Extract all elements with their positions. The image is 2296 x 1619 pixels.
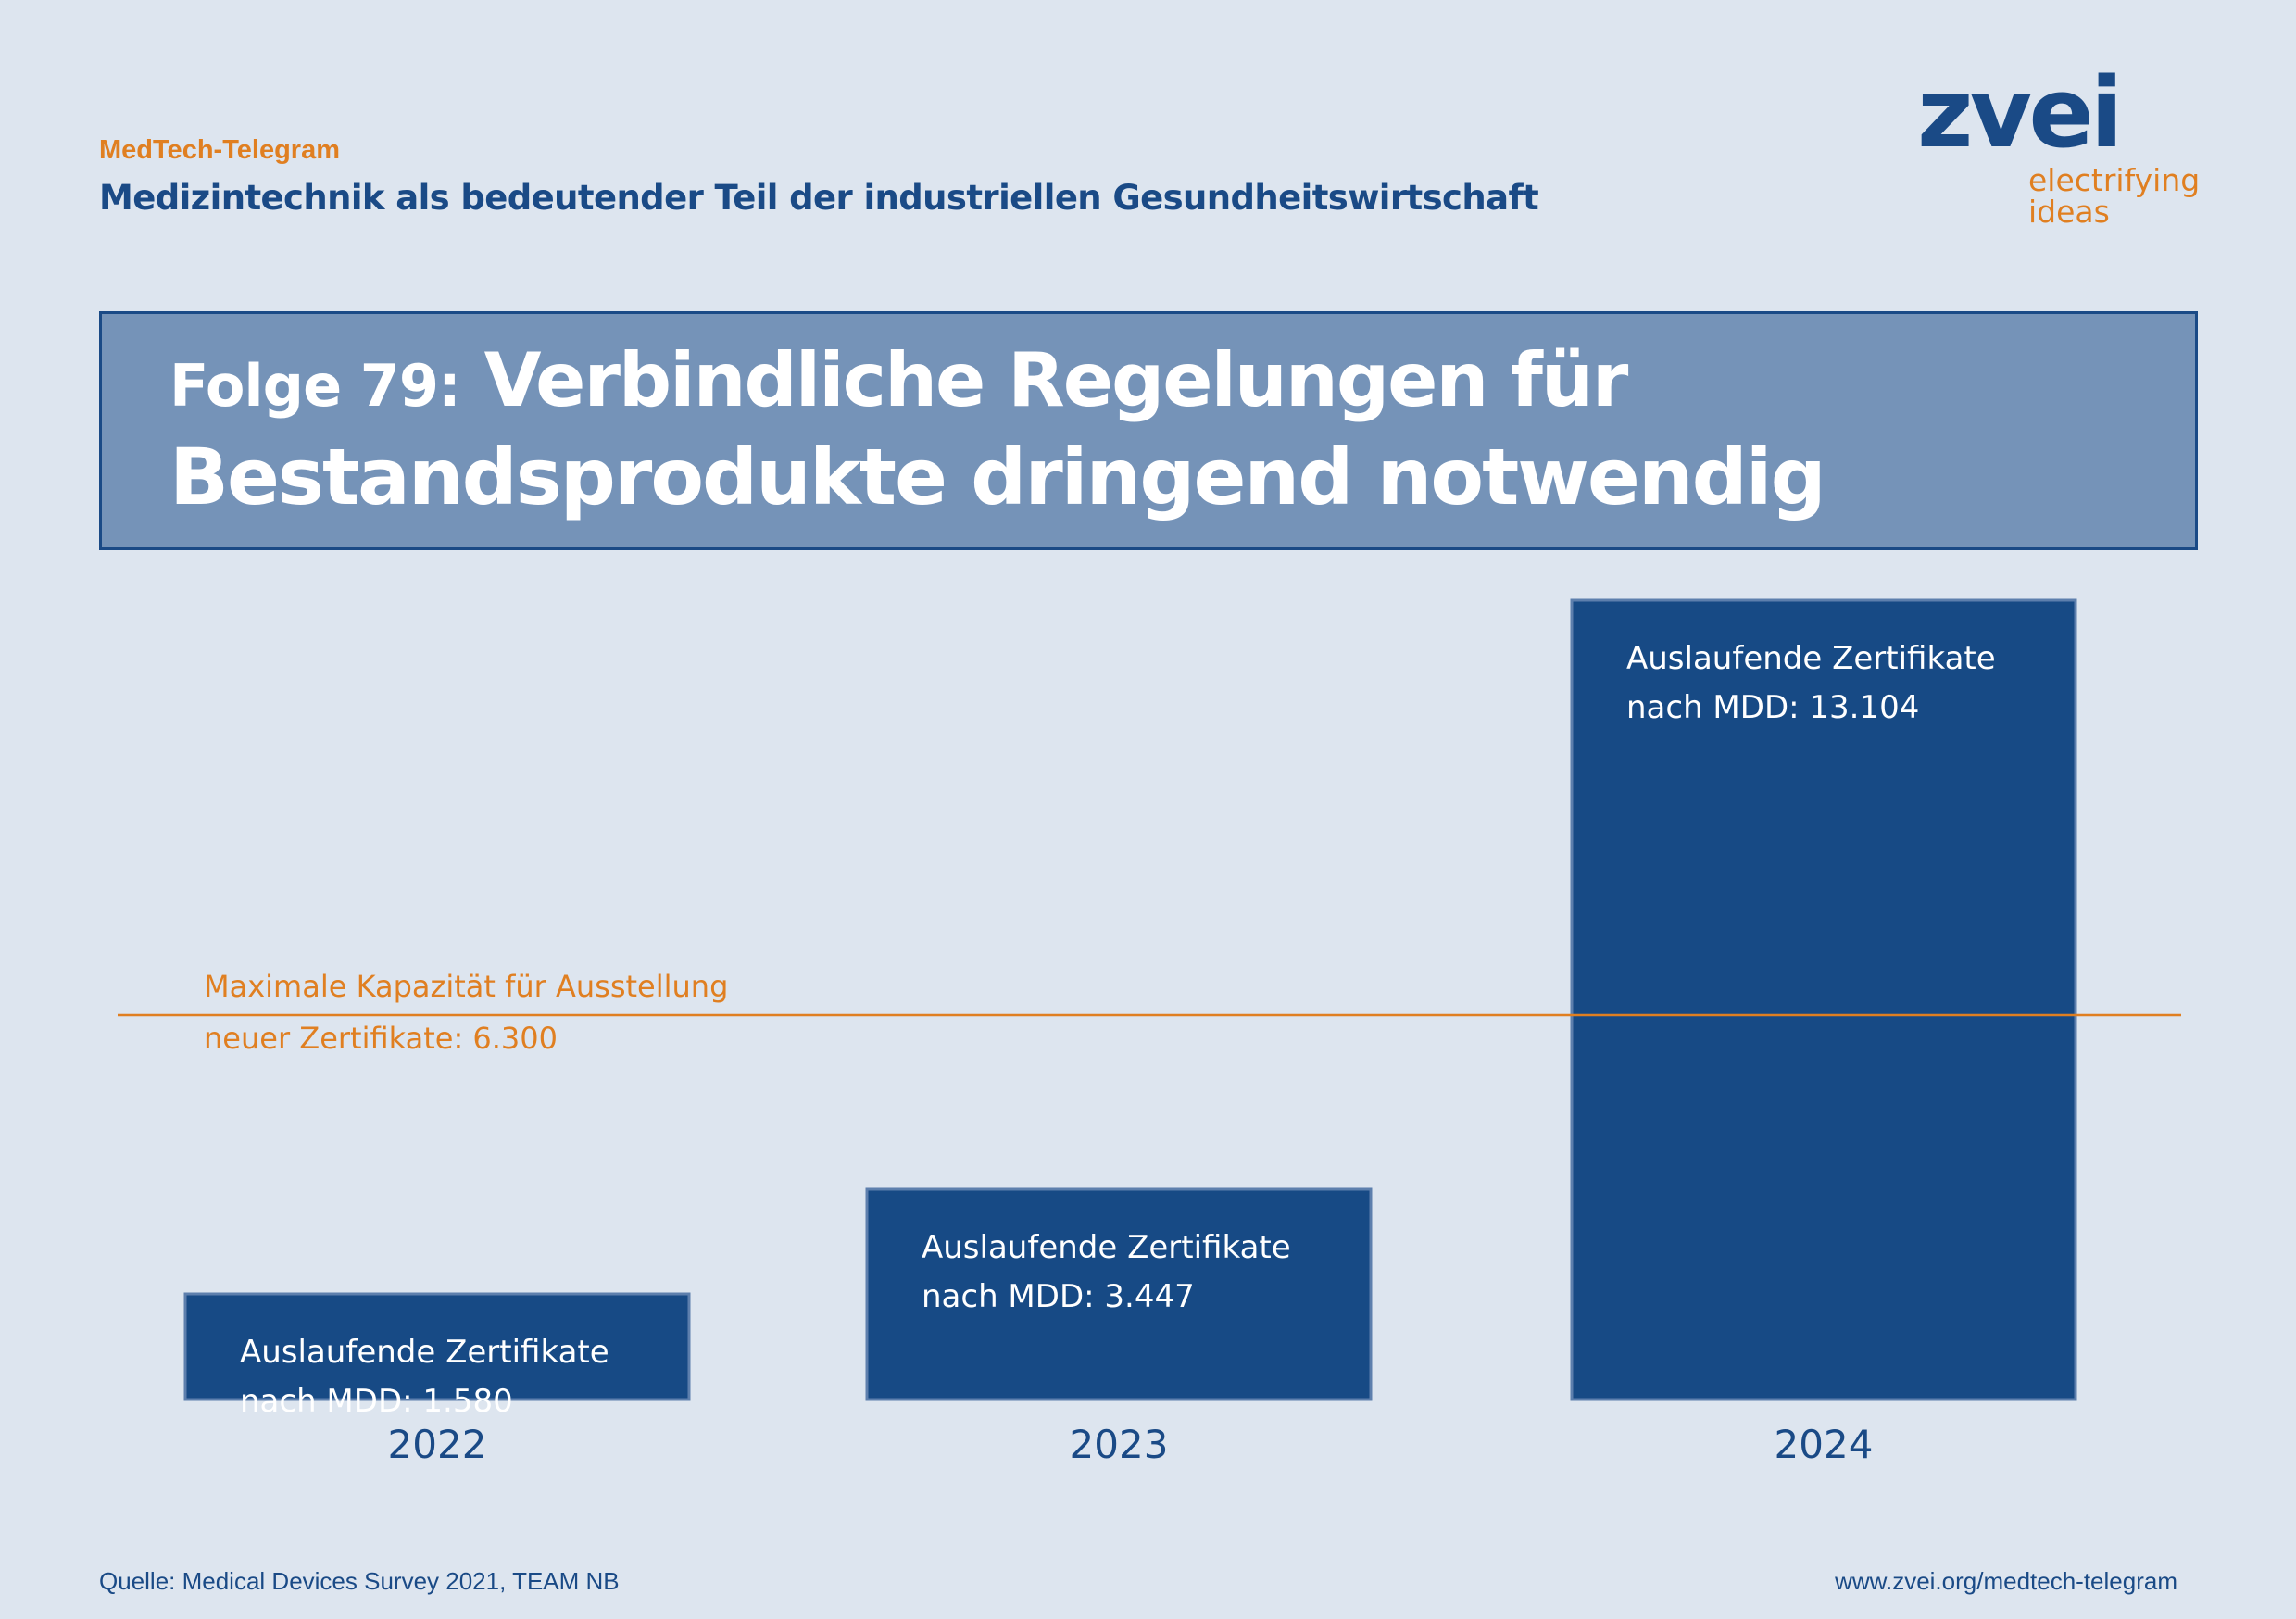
- bar-label-2023-line2: nach MDD: 3.447: [922, 1278, 1195, 1315]
- logo-tagline-line1: electrifying: [2028, 162, 2201, 198]
- title-prefix: Folge 79:: [169, 352, 461, 420]
- bars-layer: [183, 598, 2077, 1401]
- x-tick-2022: 2022: [388, 1422, 487, 1467]
- bar-label-2022-line1: Auslaufende Zertifikate: [240, 1334, 609, 1371]
- bar-label-2022-line2: nach MDD: 1.580: [240, 1383, 513, 1420]
- bar-2024: [1570, 598, 2077, 1401]
- title-banner: Folge 79: Verbindliche Regelungen für Be…: [99, 311, 2198, 550]
- x-tick-2023: 2023: [1070, 1422, 1169, 1467]
- reference-layer: Maximale Kapazität für Ausstellung neuer …: [118, 969, 2181, 1056]
- logo-tagline-line2: ideas: [2028, 194, 2110, 230]
- bar-label-2023-line1: Auslaufende Zertifikate: [922, 1229, 1291, 1266]
- x-tick-2024: 2024: [1775, 1422, 1874, 1467]
- bar-2023: [865, 1187, 1373, 1401]
- bar-label-2024-line2: nach MDD: 13.104: [1626, 689, 1919, 726]
- bar-2022: [183, 1292, 691, 1401]
- title-line-1: Folge 79: Verbindliche Regelungen für: [169, 344, 1628, 420]
- footer-url[interactable]: www.zvei.org/medtech-telegram: [1835, 1567, 2177, 1595]
- capacity-label-line2: neuer Zertifikate: 6.300: [204, 1021, 558, 1056]
- source-note: Quelle: Medical Devices Survey 2021, TEA…: [99, 1567, 620, 1595]
- title-line-2: Bestandsprodukte dringend notwendig: [169, 432, 1826, 522]
- title-main: Verbindliche Regelungen für: [483, 337, 1629, 423]
- bar-label-2024-line1: Auslaufende Zertifikate: [1626, 640, 1996, 677]
- zvei-logo: zvei electrifying ideas: [1917, 65, 2223, 241]
- capacity-label-line1: Maximale Kapazität für Ausstellung: [204, 969, 728, 1004]
- series-label: MedTech-Telegram: [99, 135, 340, 165]
- page-subtitle: Medizintechnik als bedeutender Teil der …: [99, 178, 1539, 218]
- logo-wordmark: zvei: [1917, 56, 2124, 169]
